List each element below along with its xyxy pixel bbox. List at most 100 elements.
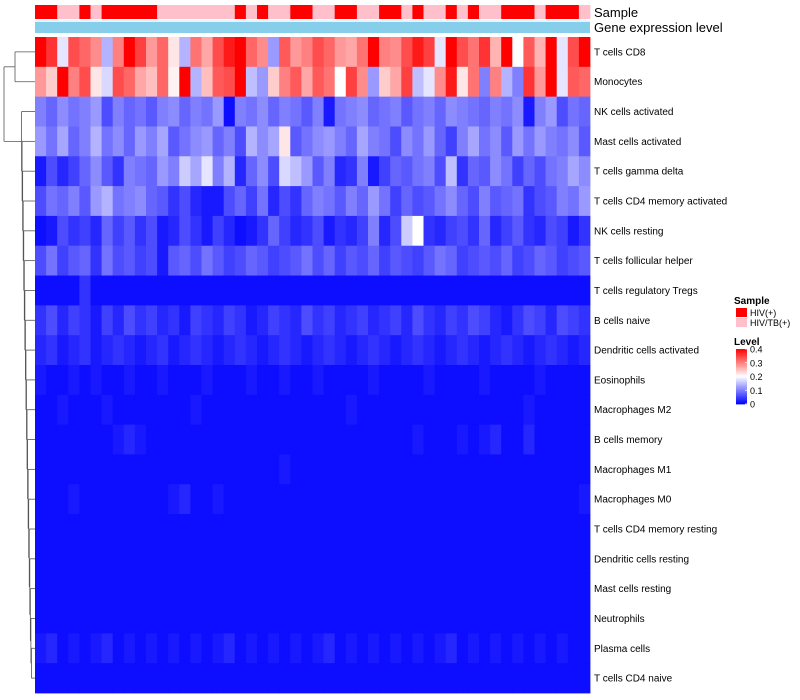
heatmap-cell xyxy=(234,394,247,426)
heatmap-cell xyxy=(445,633,458,664)
heatmap-cell xyxy=(467,96,480,127)
heatmap-cell xyxy=(46,424,58,455)
heatmap-cell xyxy=(257,96,269,127)
heatmap-cell xyxy=(390,335,402,366)
heatmap-cell xyxy=(46,335,58,366)
legend-colorbar-segment xyxy=(736,379,747,382)
heatmap-cell xyxy=(223,96,236,127)
heatmap-cell xyxy=(68,305,80,336)
heatmap-cell xyxy=(146,186,158,217)
heatmap-cell xyxy=(279,335,291,366)
heatmap-cell xyxy=(179,245,191,276)
heatmap-cell xyxy=(212,633,225,664)
heatmap-cell xyxy=(490,215,502,247)
heatmap-cell xyxy=(356,633,369,664)
heatmap-cell xyxy=(290,394,302,426)
heatmap-cell xyxy=(168,37,180,68)
heatmap-cell xyxy=(368,543,380,575)
legend-level-title: Level xyxy=(734,337,760,348)
heatmap-cell xyxy=(390,633,402,664)
heatmap-cell xyxy=(467,394,480,426)
heatmap-cell xyxy=(35,573,47,604)
legend-colorbar-segment xyxy=(736,394,747,397)
heatmap-cell xyxy=(356,573,369,604)
heatmap-cell xyxy=(490,335,502,366)
heatmap-cell xyxy=(146,663,158,694)
heatmap-cell xyxy=(556,484,569,515)
heatmap-cell xyxy=(301,454,313,485)
heatmap-cell xyxy=(290,454,302,485)
heatmap-cell xyxy=(157,543,169,575)
heatmap-cell xyxy=(334,394,347,426)
heatmap-cell xyxy=(112,454,125,485)
heatmap-cell xyxy=(501,156,513,187)
heatmap-cell xyxy=(301,663,313,694)
heatmap-cell xyxy=(479,305,491,336)
heatmap-cell xyxy=(467,454,480,485)
sample-annotation-cell xyxy=(168,5,180,19)
heatmap-cell xyxy=(390,66,402,98)
heatmap-cell xyxy=(201,126,213,157)
heatmap-cell xyxy=(245,573,258,604)
expression-level-bar xyxy=(35,20,590,33)
heatmap-cell xyxy=(356,603,369,634)
heatmap-cell xyxy=(512,484,524,515)
heatmap-cell xyxy=(379,305,391,336)
heatmap-cell xyxy=(467,365,480,396)
heatmap-cell xyxy=(35,603,47,634)
heatmap-cell xyxy=(379,543,391,575)
heatmap-cell xyxy=(401,335,413,366)
heatmap-cell xyxy=(345,96,358,127)
heatmap-cell xyxy=(279,543,291,575)
heatmap-cell xyxy=(356,514,369,545)
heatmap-cell xyxy=(268,335,280,366)
annotation-label-expression: Gene expression level xyxy=(594,20,723,35)
heatmap-cell xyxy=(35,37,47,68)
heatmap-cell xyxy=(57,454,69,485)
heatmap-cell xyxy=(368,633,380,664)
heatmap-cell xyxy=(134,543,147,575)
heatmap-cell xyxy=(545,514,558,545)
heatmap-cell xyxy=(434,96,447,127)
heatmap-cell xyxy=(401,126,413,157)
legend-colorbar-segment xyxy=(736,366,747,369)
heatmap-cell xyxy=(456,394,469,426)
heatmap-cell xyxy=(523,66,535,98)
heatmap-cell xyxy=(412,245,424,276)
legend-colorbar-segment xyxy=(736,365,747,368)
heatmap-cell xyxy=(146,126,158,157)
heatmap-cell xyxy=(257,275,269,306)
heatmap-cell xyxy=(534,484,546,515)
heatmap-cell xyxy=(479,66,491,98)
heatmap-cell xyxy=(90,96,102,127)
heatmap-cell xyxy=(123,156,136,187)
heatmap-cell xyxy=(245,96,258,127)
heatmap-cell xyxy=(390,305,402,336)
heatmap-cell xyxy=(490,96,502,127)
heatmap-cell xyxy=(556,215,569,247)
heatmap-cell xyxy=(545,484,558,515)
heatmap-cell xyxy=(545,394,558,426)
heatmap-cell xyxy=(290,96,302,127)
heatmap-cell xyxy=(90,365,102,396)
heatmap-cell xyxy=(234,66,247,98)
heatmap-cell xyxy=(501,663,513,694)
heatmap-cell xyxy=(412,305,424,336)
heatmap-cell xyxy=(35,514,47,545)
legend-sample-label: HIV/TB(+) xyxy=(750,318,790,328)
heatmap-cell xyxy=(301,305,313,336)
heatmap-cell xyxy=(201,96,213,127)
heatmap-cell xyxy=(168,365,180,396)
heatmap-cell xyxy=(479,603,491,634)
heatmap-cell xyxy=(534,514,546,545)
heatmap-cell xyxy=(201,186,213,217)
heatmap-cell xyxy=(223,365,236,396)
heatmap-cell xyxy=(301,126,313,157)
heatmap-cell xyxy=(268,454,280,485)
heatmap-cell xyxy=(68,394,80,426)
heatmap-cell xyxy=(279,305,291,336)
heatmap-cell xyxy=(57,96,69,127)
heatmap-cell xyxy=(556,663,569,694)
heatmap-cell xyxy=(345,66,358,98)
heatmap-cell xyxy=(379,96,391,127)
